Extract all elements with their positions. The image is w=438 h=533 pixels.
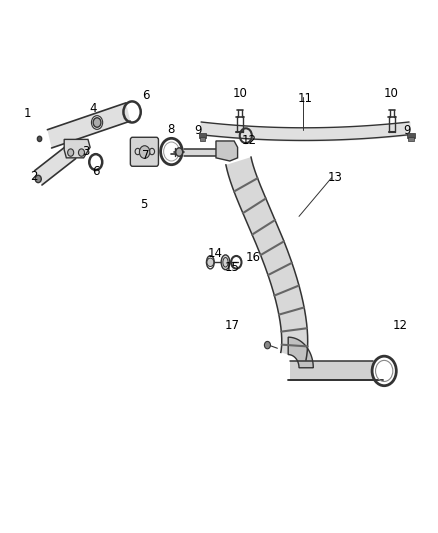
FancyBboxPatch shape (131, 138, 159, 166)
Bar (199, 133, 206, 138)
Text: 15: 15 (225, 261, 240, 274)
Text: 2: 2 (30, 171, 38, 183)
Text: 17: 17 (224, 319, 240, 332)
Text: 6: 6 (92, 165, 99, 178)
Text: 3: 3 (82, 145, 89, 158)
Text: 11: 11 (298, 92, 313, 106)
Text: 7: 7 (142, 149, 149, 162)
Circle shape (35, 175, 41, 183)
Polygon shape (226, 157, 308, 360)
Circle shape (176, 148, 183, 156)
Polygon shape (35, 144, 76, 185)
Polygon shape (290, 361, 372, 380)
Text: 10: 10 (232, 87, 247, 100)
Polygon shape (288, 337, 313, 368)
Circle shape (37, 136, 42, 141)
Polygon shape (47, 103, 130, 148)
Polygon shape (64, 140, 90, 158)
Text: 10: 10 (384, 87, 399, 100)
Ellipse shape (221, 255, 230, 270)
Circle shape (139, 146, 150, 158)
Bar (407, 133, 415, 138)
Polygon shape (184, 149, 217, 156)
Text: 16: 16 (245, 251, 260, 263)
Circle shape (78, 149, 85, 156)
Text: 12: 12 (392, 319, 407, 332)
Text: 5: 5 (140, 198, 147, 211)
Text: 8: 8 (167, 123, 174, 136)
Polygon shape (216, 141, 237, 161)
Text: 14: 14 (207, 247, 222, 260)
Circle shape (67, 149, 74, 156)
Text: 6: 6 (142, 88, 149, 102)
Bar (408, 138, 413, 141)
Text: 12: 12 (242, 134, 257, 148)
Text: 13: 13 (328, 172, 343, 184)
Text: 9: 9 (194, 124, 202, 137)
Text: 9: 9 (403, 124, 411, 137)
Circle shape (93, 118, 101, 127)
Bar (200, 138, 205, 141)
Circle shape (207, 258, 214, 266)
Circle shape (265, 342, 270, 349)
Text: 1: 1 (24, 107, 31, 120)
Text: 4: 4 (89, 102, 96, 115)
